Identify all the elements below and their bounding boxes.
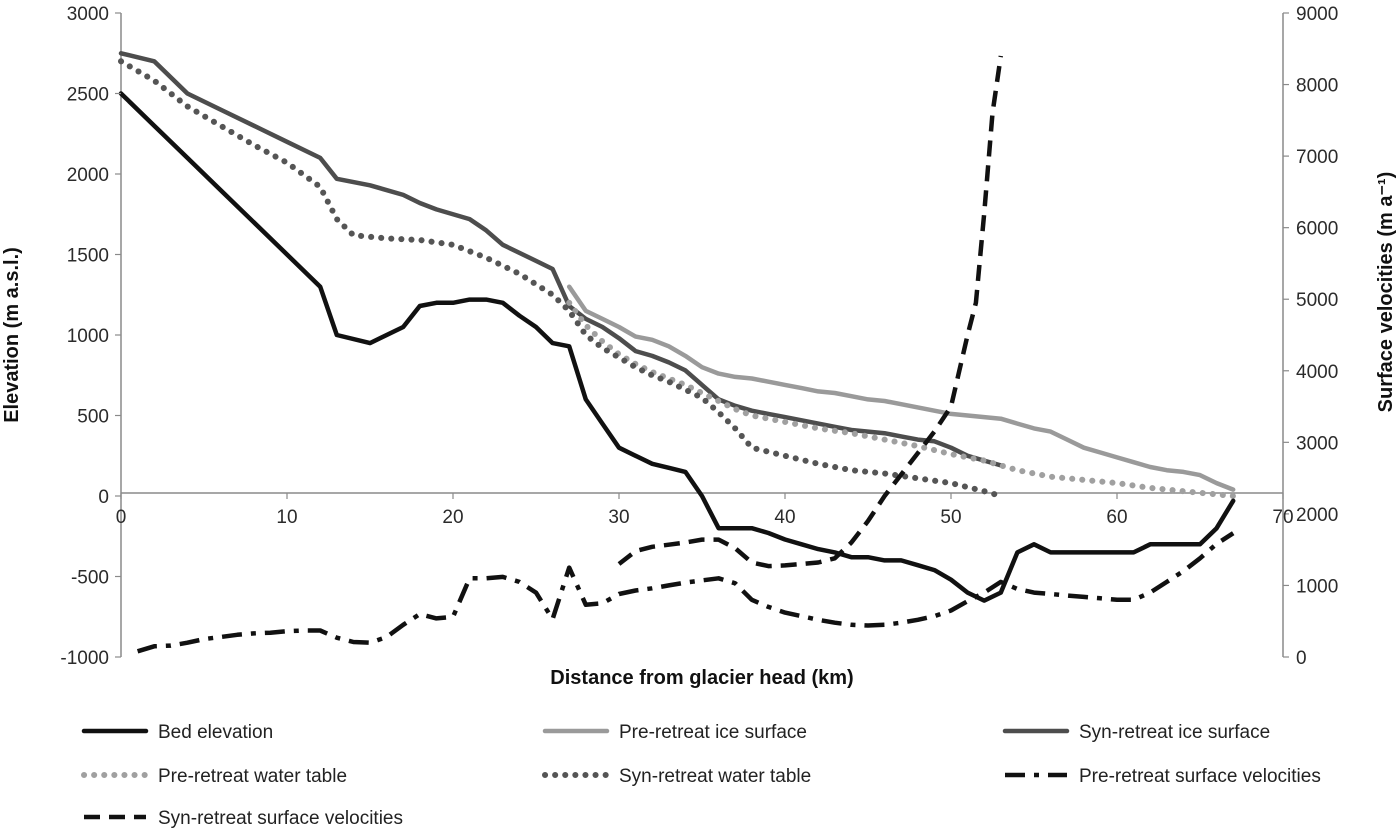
y-axis-title: Elevation (m a.s.l.) [1,247,23,423]
series-line-syn-retreat-water-table [118,58,1004,499]
y-tick-label: 2500 [67,85,109,106]
legend-label-syn-retreat-surface-velocities: Syn-retreat surface velocities [158,808,403,829]
y2-tick-label: 3000 [1296,433,1338,454]
y-tick-label: -500 [71,568,109,589]
x-tick-label: 30 [608,507,629,528]
y2-tick-label: 5000 [1296,290,1338,311]
y-tick-label: 3000 [67,4,109,25]
y2-axis-title: Surface velocities (m a⁻¹) [1375,172,1397,413]
y-tick-label: 2000 [67,165,109,186]
legend-label-bed-elevation: Bed elevation [158,722,273,743]
legend-label-pre-retreat-surface-velocities: Pre-retreat surface velocities [1079,766,1321,787]
x-tick-label: 0 [116,507,127,528]
series-line-syn-retreat-surface-velocities [617,55,1004,569]
y-tick-label: 1000 [67,326,109,347]
y-tick-label: 500 [77,407,109,428]
legend-label-syn-retreat-ice-surface: Syn-retreat ice surface [1079,722,1270,743]
series-line-bed-elevation [118,91,1236,603]
y2-tick-label: 2000 [1296,505,1338,526]
legend-label-pre-retreat-water-table: Pre-retreat water table [158,766,347,787]
legend-label-syn-retreat-water-table: Syn-retreat water table [619,766,811,787]
legend: Bed elevation Pre-retreat ice surface Syn-… [81,722,1321,829]
y2-tick-label: 7000 [1296,147,1338,168]
x-tick-label: 70 [1272,507,1293,528]
axes [120,13,1284,657]
legend-label-pre-retreat-ice-surface: Pre-retreat ice surface [619,722,807,743]
x-tick-label: 60 [1106,507,1127,528]
series-layer [118,51,1237,654]
y2-tick-label: 4000 [1296,362,1338,383]
series-line-syn-retreat-ice-surface [118,51,1004,468]
series-line-pre-retreat-surface-velocities [136,531,1235,654]
series-line-pre-retreat-ice-surface [566,284,1236,492]
y2-tick-label: 0 [1296,648,1307,669]
y2-tick-label: 8000 [1296,76,1338,97]
y-tick-label: 1500 [67,246,109,267]
y2-tick-label: 1000 [1296,576,1338,597]
y-tick-label: 0 [98,487,109,508]
x-tick-label: 50 [940,507,961,528]
x-tick-label: 40 [774,507,795,528]
y2-tick-label: 6000 [1296,219,1338,240]
x-tick-label: 10 [276,507,297,528]
y-tick-label: -1000 [60,648,109,669]
x-tick-label: 20 [442,507,463,528]
y2-tick-label: 9000 [1296,4,1338,25]
ticks-layer: 300025002000150010005000-500-10009000800… [60,4,1338,669]
x-axis-title: Distance from glacier head (km) [550,667,853,689]
